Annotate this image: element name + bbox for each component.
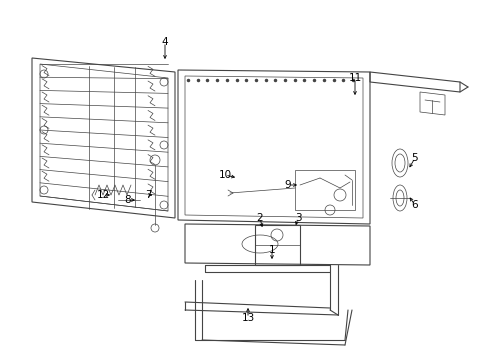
Text: 1: 1 <box>268 245 275 255</box>
Text: 2: 2 <box>256 213 263 223</box>
Text: 5: 5 <box>411 153 417 163</box>
Text: 13: 13 <box>241 313 254 323</box>
Text: 3: 3 <box>294 213 301 223</box>
Text: 6: 6 <box>411 200 417 210</box>
Text: 8: 8 <box>124 195 131 205</box>
Text: 11: 11 <box>347 73 361 83</box>
Text: 4: 4 <box>162 37 168 47</box>
Text: 9: 9 <box>284 180 291 190</box>
Text: 7: 7 <box>144 190 151 200</box>
Text: 12: 12 <box>96 190 109 200</box>
Text: 10: 10 <box>218 170 231 180</box>
